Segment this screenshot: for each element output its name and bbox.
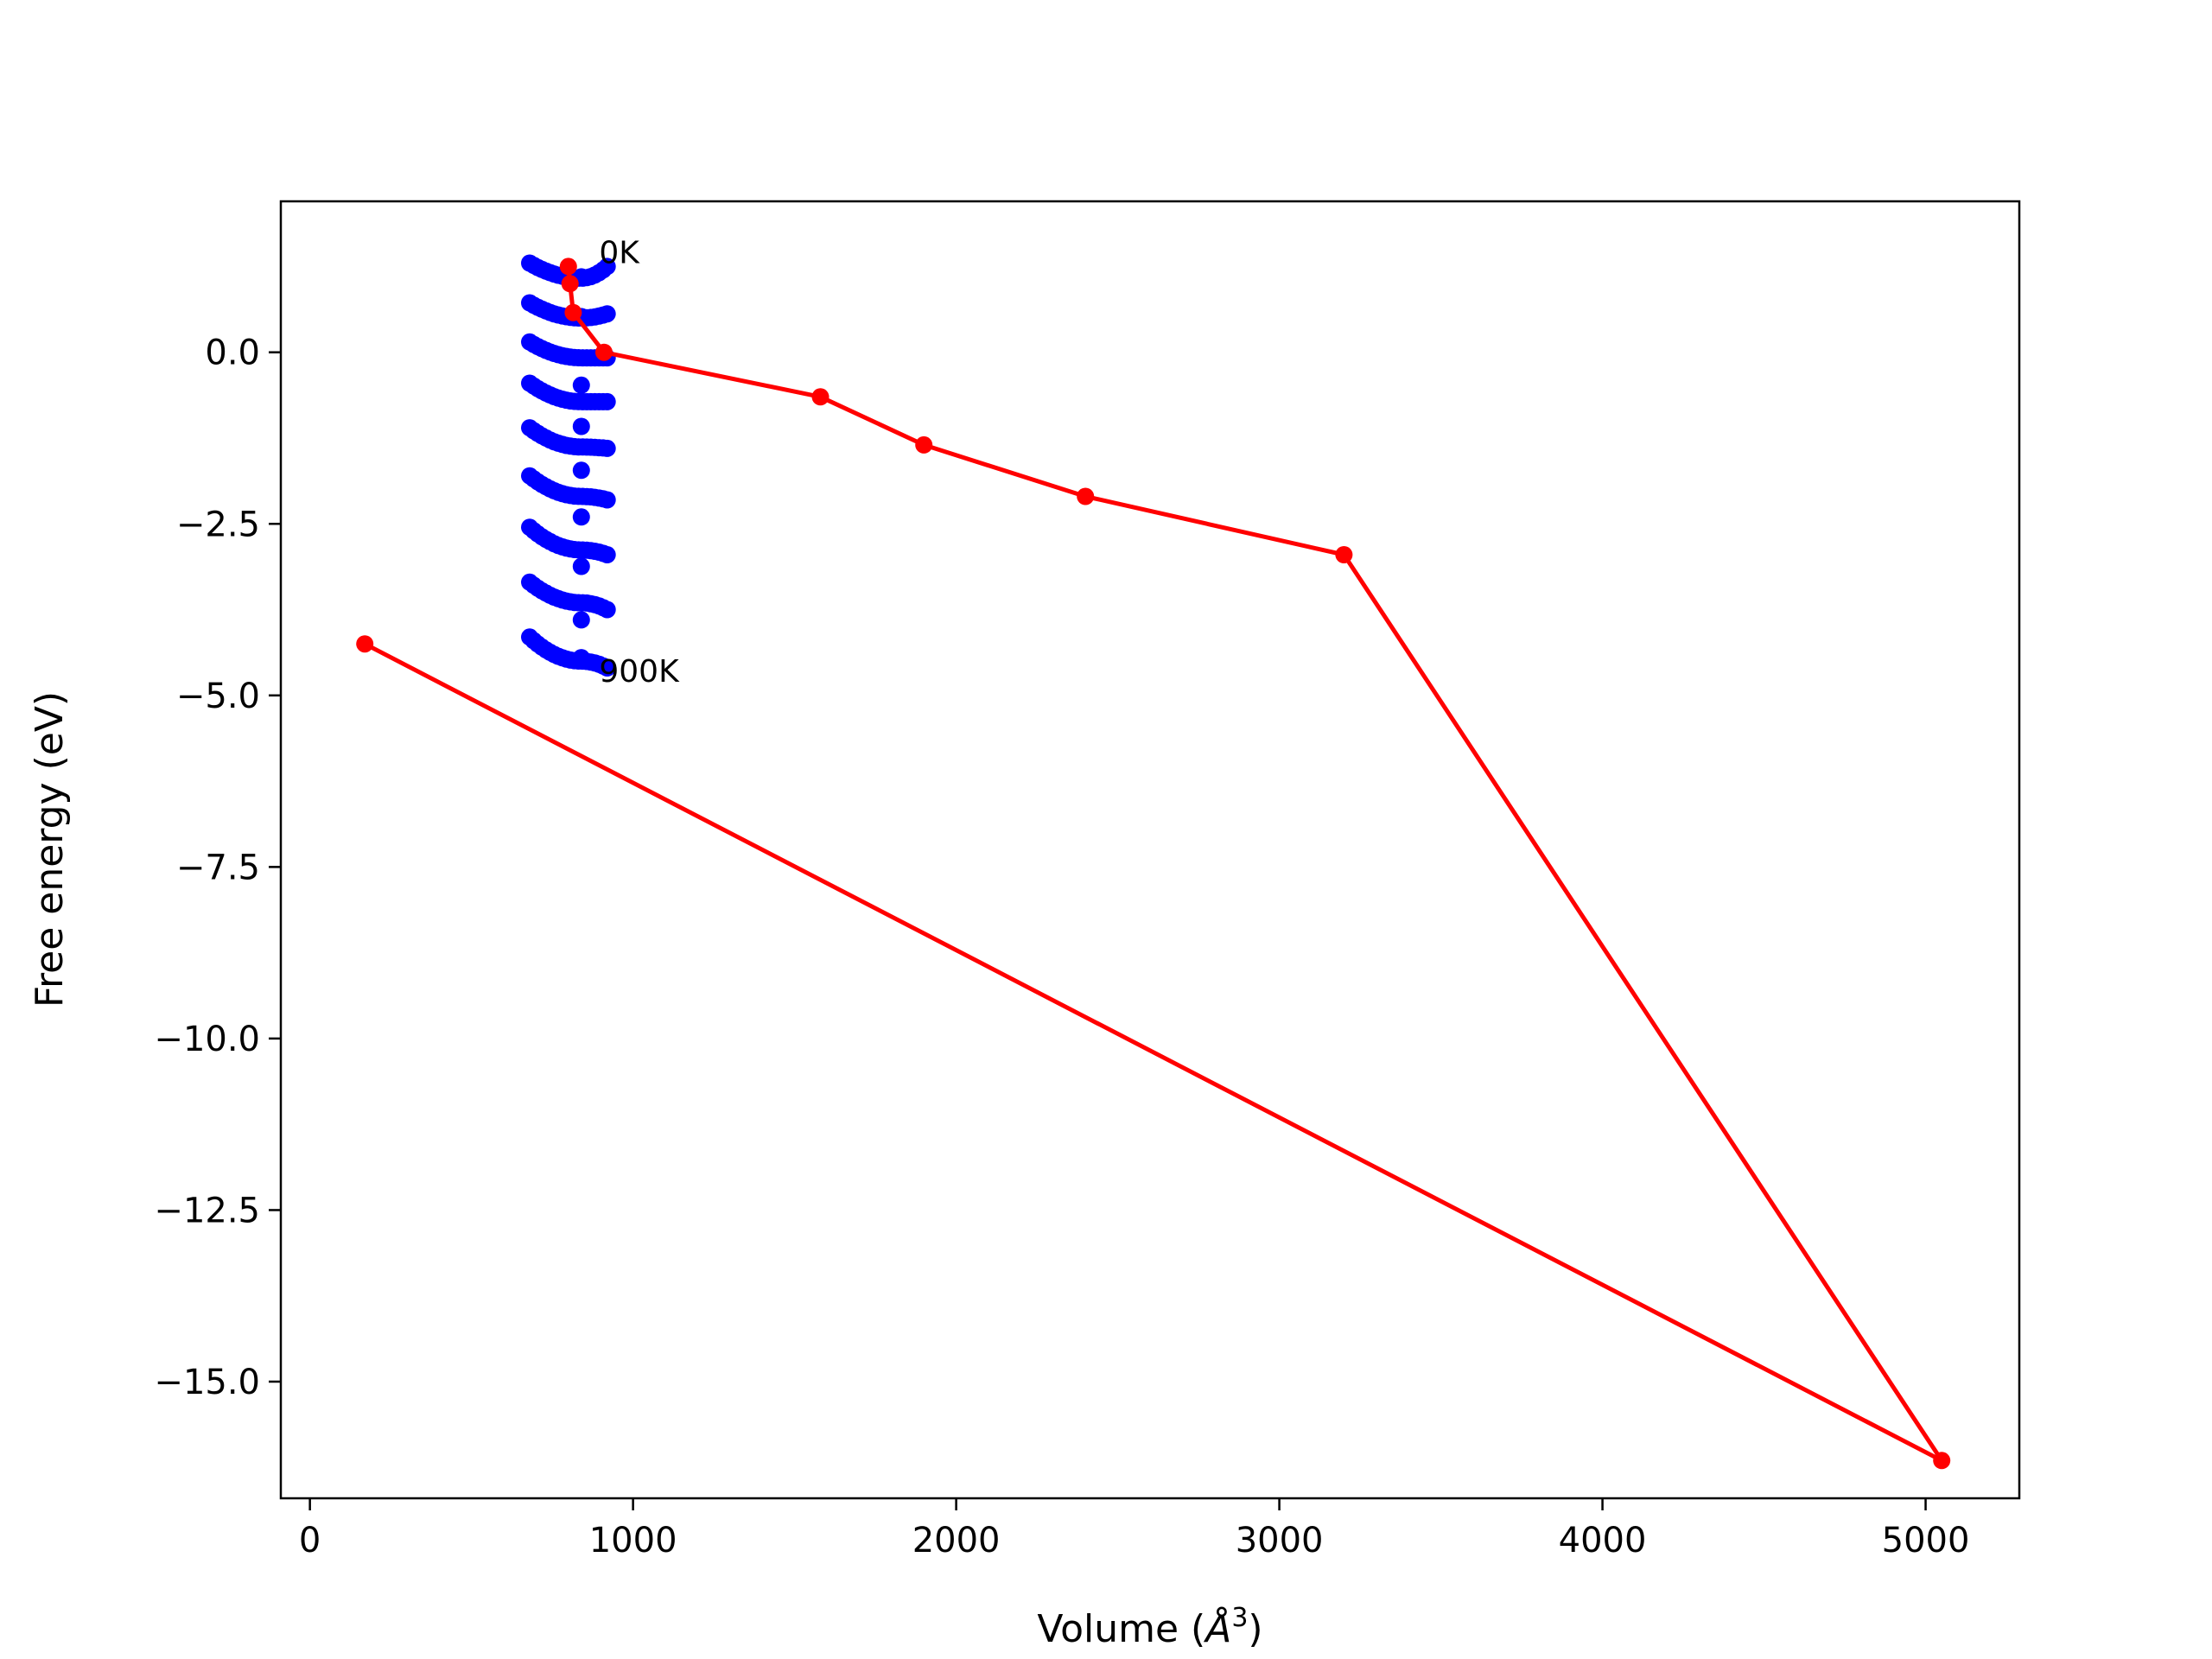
x-tick-label-3: 3000: [1236, 1521, 1324, 1560]
x-axis-title-main: Volume (: [1037, 1607, 1205, 1651]
scatter-point-t8-19: [598, 659, 616, 677]
min-point-3: [572, 417, 590, 435]
line-series: [364, 266, 1944, 1463]
line-point-6: [1077, 487, 1095, 505]
line-point-0: [559, 257, 577, 276]
x-axis-title-close: ): [1248, 1607, 1262, 1651]
min-point-7: [572, 611, 590, 629]
x-axis-title-sup: 3: [1231, 1603, 1248, 1633]
y-tick-label-1: −2.5: [176, 505, 260, 544]
y-tick-label-4: −10.0: [154, 1020, 260, 1059]
line-point-8: [1933, 1452, 1951, 1470]
line-point-9: [356, 635, 374, 653]
annotation-1: 900K: [599, 654, 680, 690]
line-point-7: [1335, 546, 1353, 563]
y-tick-label-6: −15.0: [154, 1363, 260, 1402]
scatter-point-t4-19: [598, 439, 616, 457]
min-point-6: [572, 557, 590, 575]
scatter-point-t7-19: [598, 601, 616, 619]
x-tick-label-5: 5000: [1882, 1521, 1970, 1560]
y-tick-label-5: −12.5: [154, 1191, 260, 1230]
annotation-0: 0K: [599, 236, 640, 271]
plot-frame: [279, 200, 2021, 1500]
y-axis-title: Free energy (eV): [28, 691, 72, 1007]
line-point-3: [595, 343, 613, 361]
annotations: 0K 900K: [599, 236, 680, 690]
y-tick-label-2: −5.0: [176, 677, 260, 716]
line-point-4: [811, 388, 830, 406]
y-axis: 0.0 −2.5 −5.0 −7.5 −10.0 −12.5 −15.0: [154, 334, 281, 1402]
min-point-8: [572, 649, 590, 667]
line-point-5: [915, 435, 933, 454]
x-axis-title: Volume (Å3): [1037, 1603, 1262, 1651]
scatter-point-t3-19: [598, 392, 616, 410]
line-point-2: [564, 303, 582, 321]
min-point-2: [572, 376, 590, 394]
plot-area: [356, 254, 1951, 1470]
x-axis: 0 1000 2000 3000 4000 5000: [299, 1498, 1970, 1560]
x-axis-title-symbol: Å: [1203, 1605, 1231, 1651]
scatter-point-t0-19: [598, 257, 616, 276]
x-tick-label-4: 4000: [1559, 1521, 1647, 1560]
scatter-point-t1-19: [598, 305, 616, 323]
line-point-1: [561, 275, 579, 293]
y-tick-label-3: −7.5: [176, 848, 260, 887]
x-tick-label-1: 1000: [589, 1521, 677, 1560]
min-point-4: [572, 461, 590, 480]
scatter-point-t5-19: [598, 491, 616, 509]
scatter-point-t6-19: [598, 546, 616, 563]
x-tick-label-0: 0: [299, 1521, 321, 1560]
y-tick-label-0: 0.0: [205, 334, 260, 373]
x-tick-label-2: 2000: [912, 1521, 1001, 1560]
min-point-5: [572, 508, 590, 526]
